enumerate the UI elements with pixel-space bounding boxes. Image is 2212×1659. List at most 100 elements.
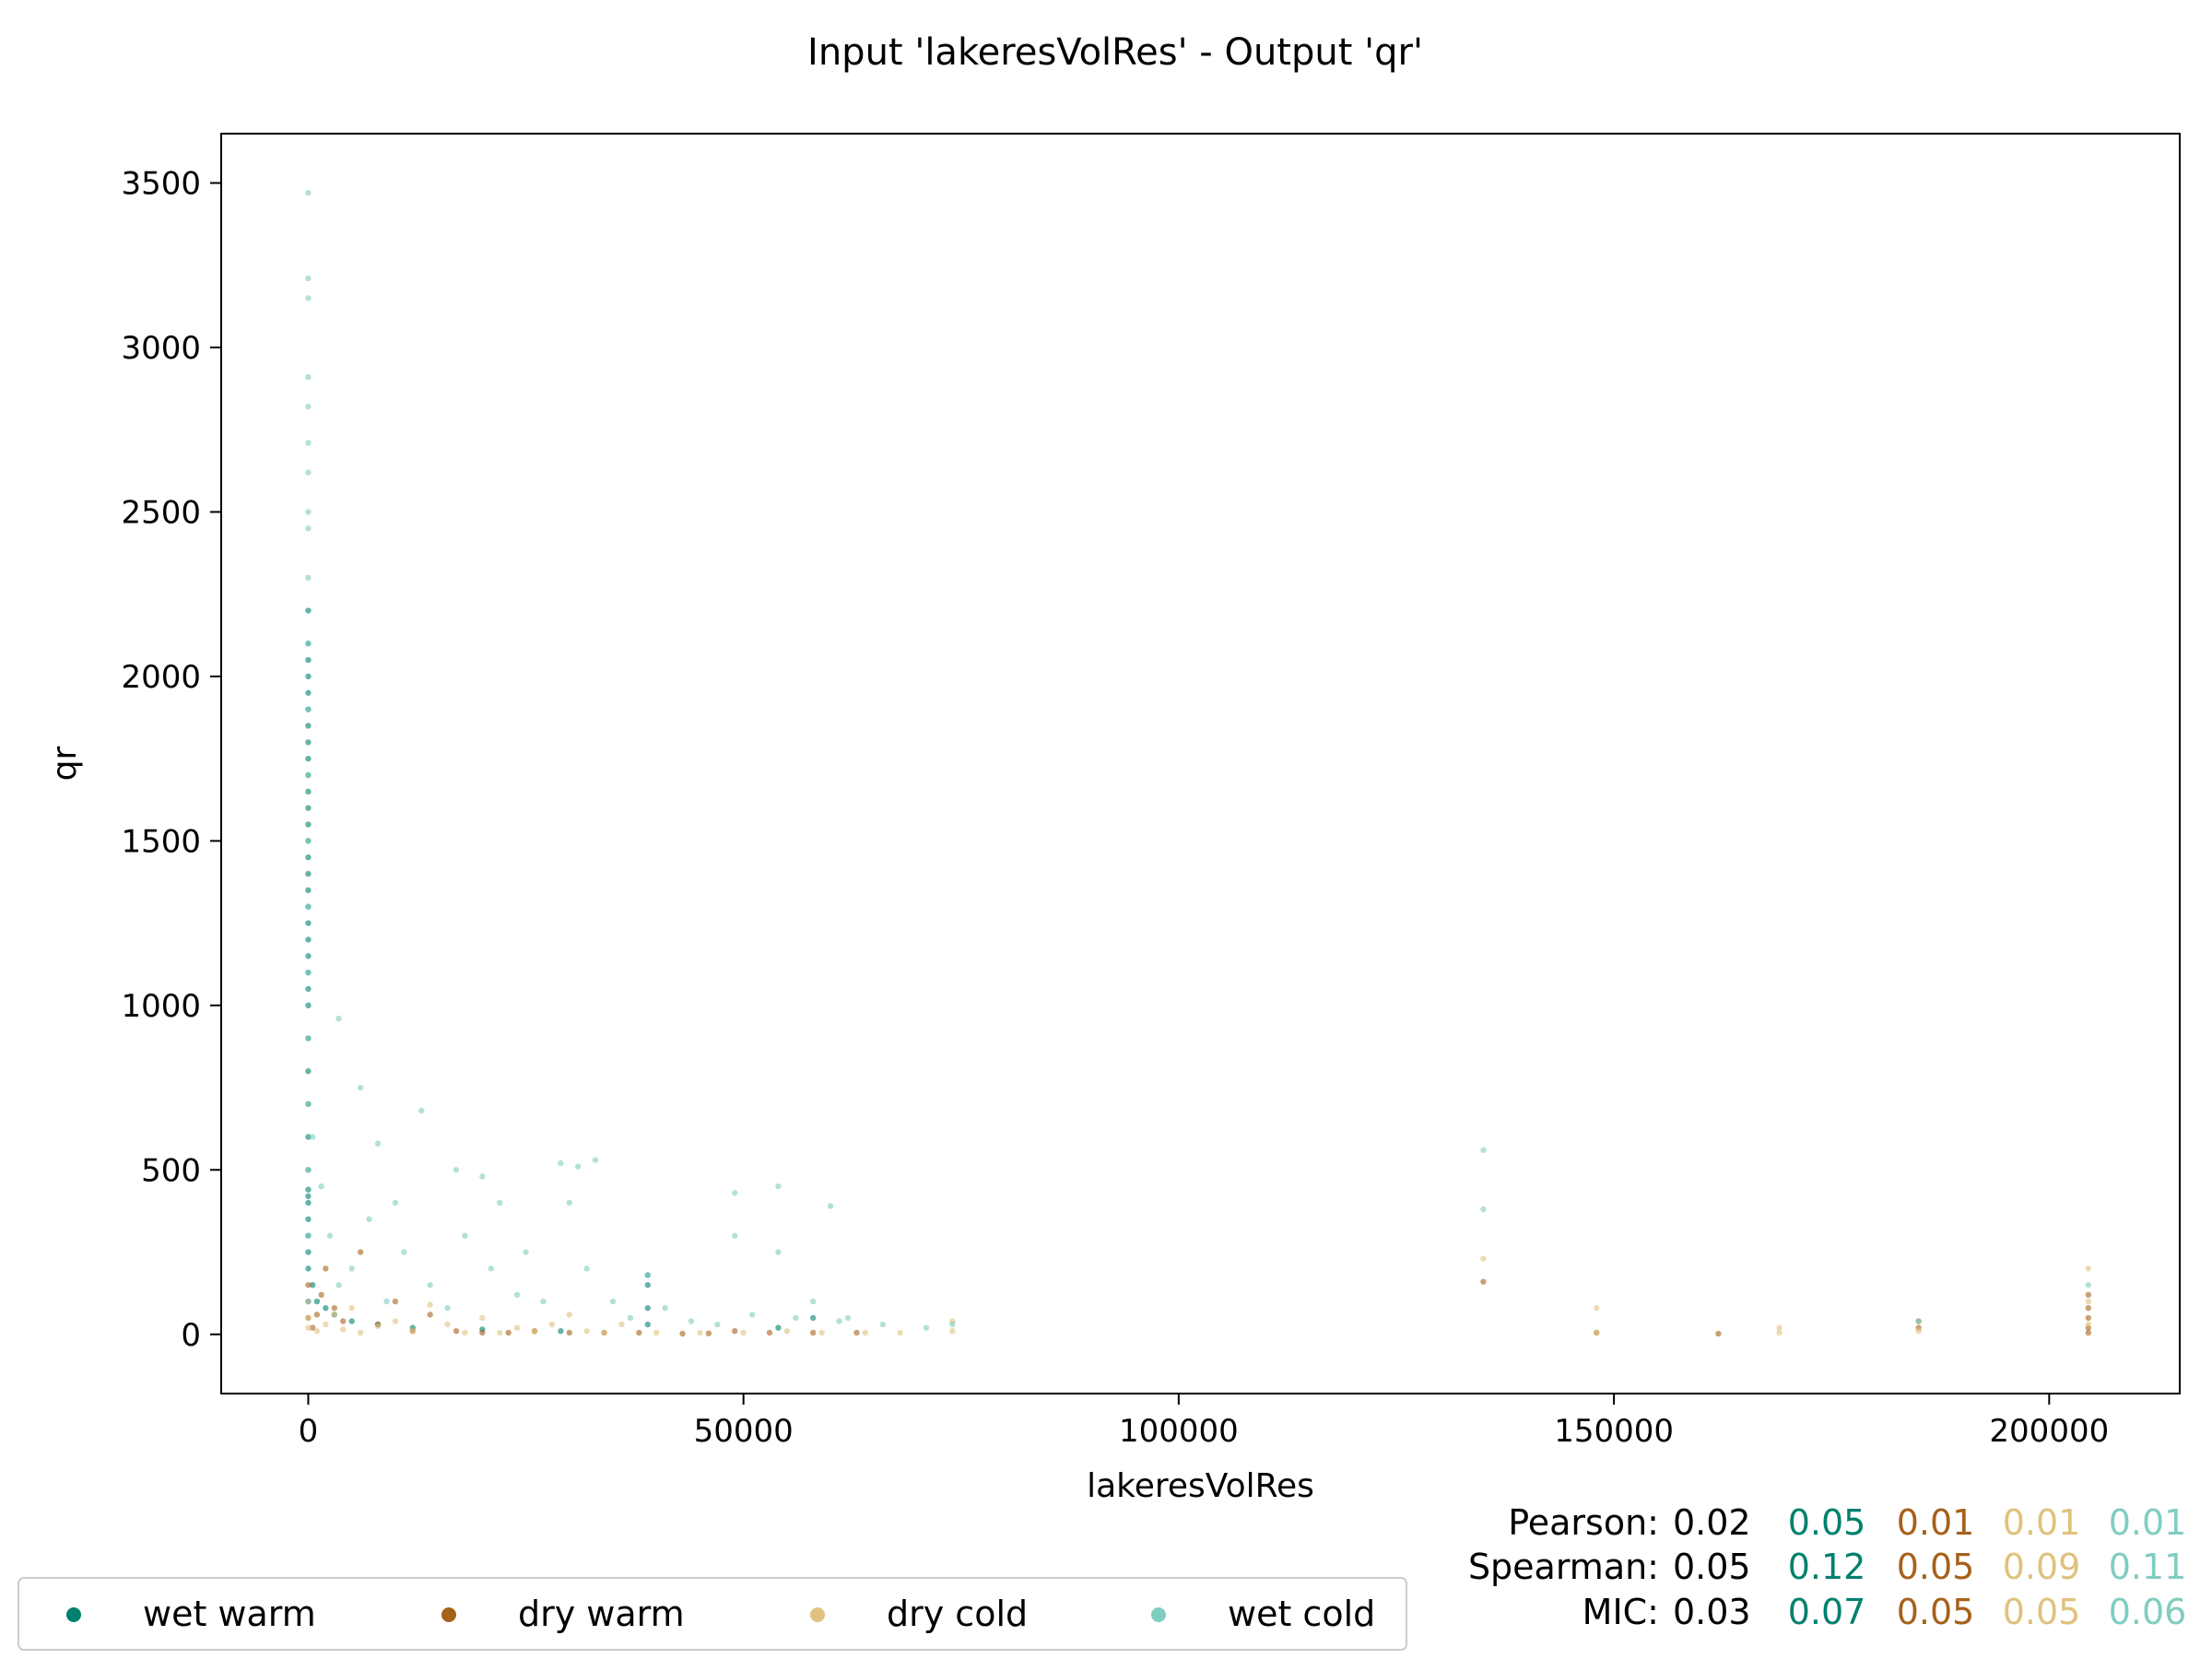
point-wet-cold (558, 1159, 564, 1167)
point-wet-warm (644, 1305, 651, 1312)
point-wet-warm (810, 1314, 817, 1322)
point-wet-cold (305, 190, 312, 196)
point-wet-warm (313, 1298, 321, 1305)
point-dry-cold (479, 1314, 486, 1322)
point-wet-cold (453, 1167, 460, 1173)
stat-label: MIC: (1583, 1592, 1659, 1632)
point-dry-cold (566, 1312, 572, 1318)
point-wet-cold (392, 1199, 399, 1206)
point-wet-cold (775, 1249, 782, 1255)
point-wet-cold (1480, 1206, 1487, 1213)
point-wet-cold (418, 1107, 425, 1114)
point-wet-cold (540, 1298, 547, 1305)
point-wet-cold (488, 1265, 494, 1272)
scatter-points (305, 190, 2092, 1337)
point-dry-warm (318, 1291, 324, 1299)
point-dry-warm (313, 1312, 321, 1318)
point-wet-cold (305, 641, 312, 647)
point-wet-warm (348, 1318, 355, 1324)
point-dry-cold (1594, 1305, 1600, 1312)
point-wet-cold (575, 1163, 582, 1170)
point-wet-cold (513, 1291, 521, 1299)
y-tick-label: 1000 (121, 988, 201, 1025)
point-wet-warm (305, 920, 312, 926)
point-wet-cold (305, 903, 312, 910)
y-tick-label: 2500 (121, 494, 201, 531)
point-dry-warm (340, 1318, 347, 1324)
point-dry-warm (766, 1329, 773, 1336)
point-wet-warm (305, 1199, 312, 1206)
point-wet-warm (309, 1282, 316, 1288)
stat-series-value: 0.01 (1897, 1502, 1975, 1543)
point-wet-warm (305, 656, 312, 664)
x-axis-label: lakeresVolRes (1087, 1467, 1314, 1505)
point-dry-warm (1715, 1330, 1722, 1337)
point-wet-warm (305, 755, 312, 762)
point-wet-warm (305, 953, 312, 959)
point-dry-cold (2085, 1321, 2092, 1328)
point-dry-warm (705, 1330, 712, 1336)
point-wet-cold (305, 469, 312, 476)
point-wet-warm (305, 1249, 312, 1255)
point-wet-cold (2085, 1282, 2092, 1288)
point-wet-cold (732, 1232, 738, 1239)
point-dry-warm (323, 1265, 329, 1272)
x-tick-label: 150000 (1554, 1413, 1674, 1450)
point-wet-warm (305, 1134, 312, 1140)
point-wet-cold (348, 1265, 355, 1272)
point-dry-warm (309, 1324, 316, 1331)
point-wet-warm (644, 1282, 651, 1288)
point-dry-cold (331, 1312, 337, 1318)
legend-marker-dry-cold (810, 1607, 825, 1622)
point-wet-warm (305, 1216, 312, 1223)
point-dry-cold (357, 1329, 364, 1336)
point-dry-warm (427, 1312, 433, 1318)
plot-area (220, 133, 2181, 1394)
point-wet-cold (374, 1140, 382, 1147)
point-wet-cold (1480, 1147, 1487, 1154)
point-dry-cold (409, 1327, 416, 1335)
point-wet-cold (305, 404, 312, 410)
point-dry-cold (783, 1327, 791, 1335)
point-wet-cold (844, 1314, 852, 1322)
point-wet-cold (305, 295, 312, 301)
point-dry-cold (513, 1324, 521, 1331)
point-wet-cold (305, 1035, 312, 1041)
legend-marker-wet-warm (66, 1607, 81, 1622)
legend-label-dry-cold: dry cold (887, 1594, 1028, 1634)
stat-series-value: 0.05 (2003, 1592, 2081, 1632)
point-dry-warm (357, 1249, 364, 1255)
point-wet-cold (305, 440, 312, 446)
stat-overall-value: 0.05 (1673, 1547, 1751, 1587)
point-wet-cold (775, 1182, 782, 1190)
point-wet-cold (923, 1324, 930, 1331)
stat-overall-value: 0.03 (1673, 1592, 1751, 1632)
point-dry-cold (305, 1324, 312, 1331)
point-wet-cold (1915, 1318, 1922, 1324)
point-wet-cold (305, 838, 312, 844)
point-wet-cold (305, 1167, 312, 1173)
point-dry-cold (2085, 1298, 2092, 1305)
point-wet-cold (427, 1282, 433, 1288)
point-dry-cold (1915, 1327, 1922, 1335)
point-dry-cold (548, 1321, 556, 1328)
point-wet-cold (444, 1305, 451, 1312)
point-wet-cold (583, 1265, 590, 1272)
legend-label-wet-warm: wet warm (143, 1594, 316, 1634)
point-wet-cold (357, 1084, 364, 1091)
stat-series-value: 0.05 (1897, 1592, 1975, 1632)
point-wet-cold (305, 1232, 312, 1239)
point-dry-cold (601, 1329, 607, 1336)
point-wet-warm (305, 821, 312, 828)
stat-series-value: 0.09 (2003, 1547, 2081, 1587)
point-wet-cold (793, 1314, 799, 1322)
point-dry-cold (323, 1321, 329, 1328)
stat-series-value: 0.11 (2109, 1547, 2187, 1587)
stat-series-value: 0.12 (1788, 1547, 1866, 1587)
point-wet-cold (566, 1199, 572, 1206)
point-dry-cold (462, 1329, 468, 1336)
point-wet-warm (305, 788, 312, 795)
point-wet-cold (627, 1314, 634, 1322)
point-dry-cold (531, 1328, 538, 1335)
